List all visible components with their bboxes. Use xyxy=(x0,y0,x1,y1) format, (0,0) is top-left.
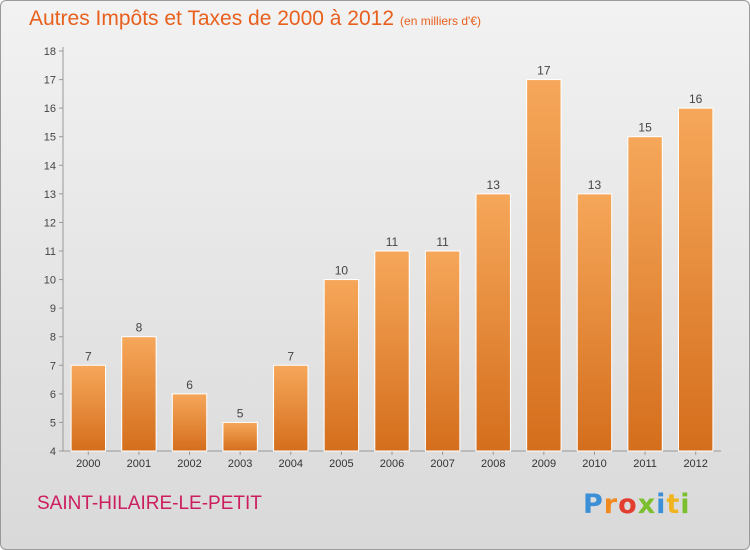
bar-value-label: 11 xyxy=(386,235,399,249)
logo-letter: i xyxy=(680,489,691,520)
y-tick-label: 18 xyxy=(44,46,56,58)
y-tick-label: 14 xyxy=(44,160,56,172)
bar-value-label: 11 xyxy=(436,235,449,249)
logo-letter: r xyxy=(603,489,619,520)
bar-value-label: 17 xyxy=(537,64,551,78)
proxiti-logo[interactable]: Proxiti xyxy=(583,489,691,520)
bar-value-label: 15 xyxy=(638,121,652,135)
x-tick-label: 2009 xyxy=(532,458,556,470)
logo-letter: o xyxy=(618,489,638,520)
bar-value-label: 10 xyxy=(335,264,349,278)
x-tick-label: 2011 xyxy=(633,458,657,470)
bar xyxy=(323,279,360,452)
y-tick-label: 4 xyxy=(50,446,56,458)
bar xyxy=(424,250,461,452)
x-tick-label: 2004 xyxy=(279,458,303,470)
x-tick-label: 2005 xyxy=(329,458,353,470)
chart-subtitle: (en milliers d'€) xyxy=(400,14,482,28)
x-tick-label: 2001 xyxy=(127,458,151,470)
y-tick-label: 15 xyxy=(44,132,56,144)
x-tick-label: 2003 xyxy=(228,458,252,470)
bar xyxy=(526,79,562,452)
bar xyxy=(374,250,410,452)
bar-value-label: 8 xyxy=(136,321,143,335)
bar-value-label: 6 xyxy=(186,378,193,392)
y-tick-label: 6 xyxy=(50,389,56,401)
chart-title: Autres Impôts et Taxes de 2000 à 2012 (en… xyxy=(29,7,481,31)
x-tick-label: 2000 xyxy=(76,458,100,470)
logo-letter: x xyxy=(637,489,657,520)
y-tick-label: 9 xyxy=(50,303,56,315)
y-tick-label: 12 xyxy=(44,217,56,229)
bar-value-label: 13 xyxy=(487,178,501,192)
bar xyxy=(222,421,258,452)
x-tick-label: 2007 xyxy=(430,458,454,470)
x-tick-label: 2010 xyxy=(582,458,606,470)
x-tick-label: 2008 xyxy=(481,458,505,470)
bar-value-label: 13 xyxy=(588,178,602,192)
bar-value-label: 7 xyxy=(85,349,92,363)
bar-value-label: 7 xyxy=(287,349,294,363)
logo-letter: P xyxy=(583,489,604,520)
bar xyxy=(273,364,309,452)
bar xyxy=(576,193,613,452)
bar xyxy=(677,107,714,452)
bar xyxy=(121,336,157,452)
place-name: SAINT-HILAIRE-LE-PETIT xyxy=(37,493,262,514)
x-tick-label: 2006 xyxy=(380,458,404,470)
bar-value-label: 5 xyxy=(237,406,244,420)
y-tick-label: 8 xyxy=(50,332,56,344)
y-tick-label: 11 xyxy=(45,246,56,258)
bar xyxy=(171,393,208,452)
y-tick-label: 17 xyxy=(44,75,56,87)
bar xyxy=(70,364,107,452)
y-tick-label: 10 xyxy=(44,275,56,287)
logo-letter: t xyxy=(666,489,681,520)
y-tick-label: 13 xyxy=(44,189,56,201)
y-tick-label: 16 xyxy=(44,103,56,115)
bar-value-label: 16 xyxy=(689,92,703,106)
bar xyxy=(475,193,511,452)
y-tick-label: 5 xyxy=(50,417,56,429)
y-tick-label: 7 xyxy=(50,360,56,372)
x-tick-label: 2002 xyxy=(177,458,201,470)
chart-title-text: Autres Impôts et Taxes de 2000 à 2012 xyxy=(29,7,395,30)
x-tick-label: 2012 xyxy=(683,458,707,470)
bar xyxy=(627,136,663,452)
logo-letter: i xyxy=(656,489,667,520)
